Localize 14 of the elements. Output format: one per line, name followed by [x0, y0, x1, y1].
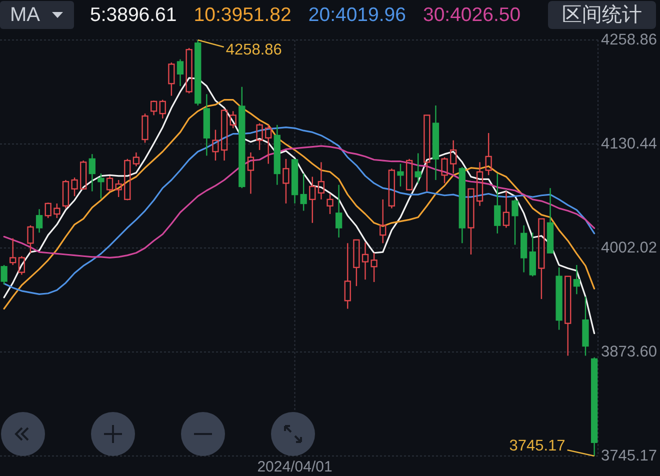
line-series [3, 145, 596, 259]
y-tick-label: 3873.60 [601, 343, 658, 360]
line-series [3, 99, 596, 310]
y-tick-label: 3745.17 [601, 448, 658, 464]
y-tick-label: 4130.44 [601, 136, 658, 152]
button: 区间统计 [548, 1, 656, 29]
annotation: 3745.17 [509, 438, 566, 454]
legend: MA 5:3896.61 10:3951.82 20:4019.96 30:4026.50 [0, 1, 521, 29]
y-tick-label: 4258.86 [601, 32, 658, 48]
x-tick-label: 2024/04/01 [257, 458, 332, 476]
y-tick-label: 4002.02 [601, 239, 658, 256]
legend-title: MA [10, 4, 41, 26]
annotation: 4258.86 [226, 42, 282, 58]
line-series [3, 77, 596, 334]
